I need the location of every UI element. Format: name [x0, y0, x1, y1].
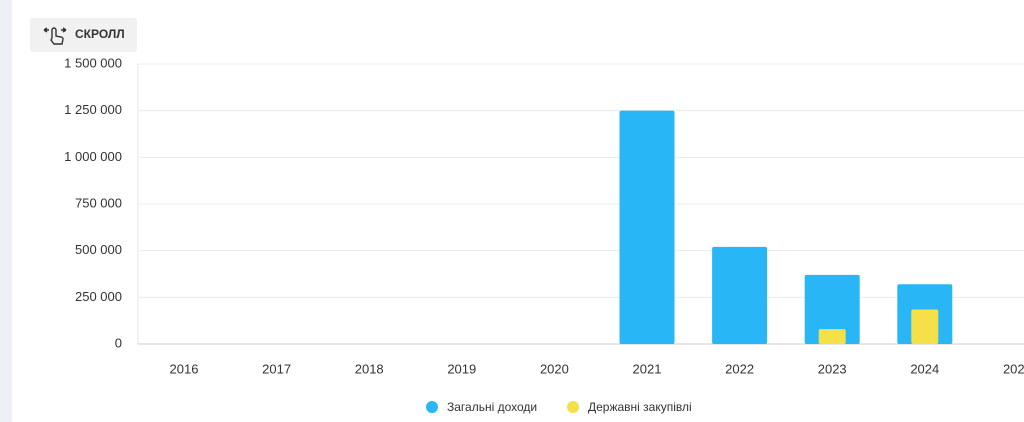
y-tick-label: 1 000 000: [64, 149, 122, 164]
x-tick-label: 2023: [818, 361, 847, 376]
legend-label: Державні закупівлі: [588, 400, 692, 414]
x-tick-label: 2020: [540, 361, 569, 376]
x-tick-label: 2019: [447, 361, 476, 376]
x-tick-label: 2024: [910, 361, 939, 376]
scroll-button[interactable]: СКРОЛЛ: [30, 18, 137, 52]
bar: [911, 309, 939, 344]
bar: [712, 246, 768, 344]
y-tick-label: 0: [115, 335, 122, 350]
bar: [619, 110, 675, 345]
side-strip: [0, 0, 12, 422]
x-tick-label: 2021: [633, 361, 662, 376]
x-tick-label: 2016: [170, 361, 199, 376]
y-tick-label: 250 000: [75, 289, 122, 304]
x-tick-label: 2018: [355, 361, 384, 376]
x-tick-label: 2022: [725, 361, 754, 376]
y-tick-label: 500 000: [75, 242, 122, 257]
x-tick-label: 2017: [262, 361, 291, 376]
y-tick-label: 1 250 000: [64, 102, 122, 117]
bar: [804, 274, 860, 344]
legend-label: Загальні доходи: [447, 400, 537, 414]
legend-marker: [567, 401, 579, 413]
legend-marker: [426, 401, 438, 413]
bar: [818, 329, 846, 344]
y-tick-label: 750 000: [75, 195, 122, 210]
button-label[interactable]: СКРОЛЛ: [75, 27, 125, 41]
y-tick-label: 1 500 000: [64, 55, 122, 70]
x-tick-label: 2025: [1003, 361, 1024, 376]
scroll-icon: [43, 27, 67, 45]
